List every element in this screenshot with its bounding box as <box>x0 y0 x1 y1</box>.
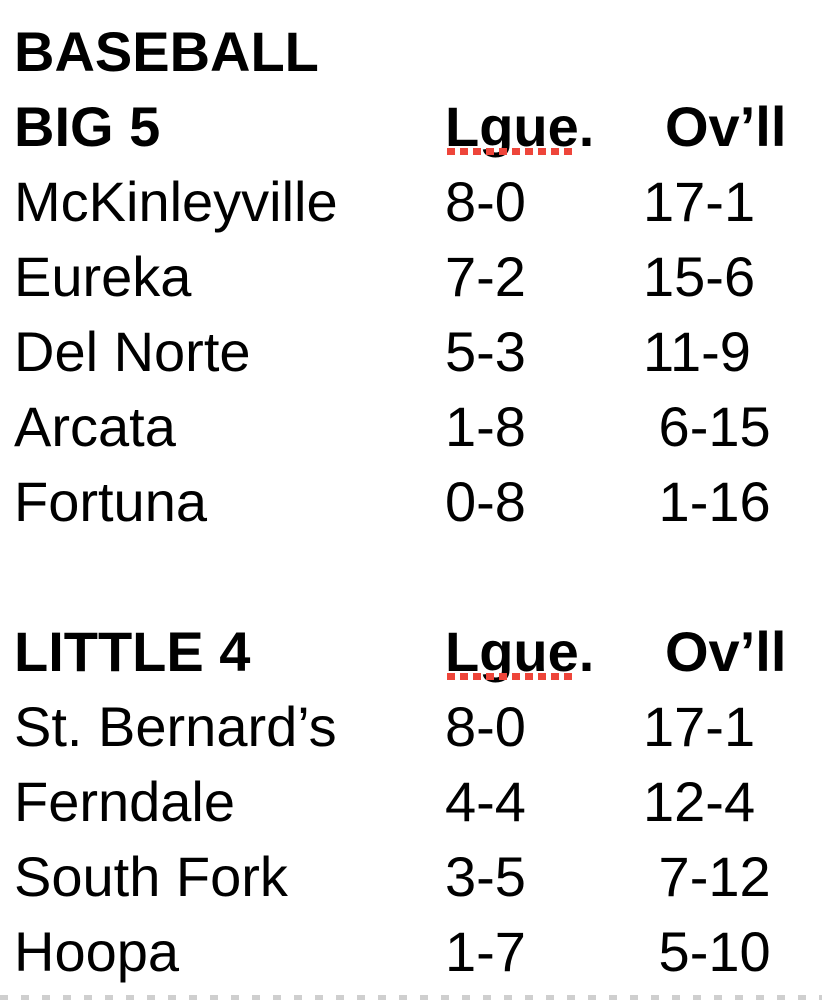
league-record: 3-5 <box>445 845 526 908</box>
overall-record: 15-6 <box>643 245 756 308</box>
page-title: BASEBALL <box>14 20 319 83</box>
league-record: 0-8 <box>445 470 526 533</box>
section-title-little4: LITTLE 4 <box>14 620 251 683</box>
overall-record: 17-1 <box>643 695 756 758</box>
team-name: Hoopa <box>14 920 180 983</box>
league-record: 8-0 <box>445 170 526 233</box>
standings-row: South Fork 3-5 7-12 <box>14 839 822 914</box>
overall-record: 6-15 <box>643 395 771 458</box>
clipped-next-line-dots <box>0 995 822 1000</box>
section-header-row-little4: LITTLE 4 Lgue. Ov’ll <box>14 614 822 689</box>
section-gap <box>14 539 822 614</box>
team-name: McKinleyville <box>14 170 338 233</box>
league-record: 1-7 <box>445 920 526 983</box>
league-record: 7-2 <box>445 245 526 308</box>
league-record: 5-3 <box>445 320 526 383</box>
league-record: 8-0 <box>445 695 526 758</box>
team-name: Ferndale <box>14 770 236 833</box>
standings-row: Eureka 7-2 15-6 <box>14 239 822 314</box>
section-header-row-big5: BIG 5 Lgue. Ov’ll <box>14 89 822 164</box>
team-name: Del Norte <box>14 320 251 383</box>
overall-record: 11-9 <box>643 320 751 383</box>
overall-record: 1-16 <box>643 470 771 533</box>
team-name: Arcata <box>14 395 176 458</box>
team-name: Fortuna <box>14 470 207 533</box>
standings-row: Ferndale 4-4 12-4 <box>14 764 822 839</box>
overall-record: 7-12 <box>643 845 771 908</box>
overall-record: 5-10 <box>643 920 771 983</box>
league-record: 4-4 <box>445 770 526 833</box>
team-name: Eureka <box>14 245 192 308</box>
standings-row: Del Norte 5-3 11-9 <box>14 314 822 389</box>
league-column-header: Lgue. <box>445 89 594 164</box>
standings-row: Arcata 1-8 6-15 <box>14 389 822 464</box>
overall-record: 17-1 <box>643 170 756 233</box>
standings-row: Fortuna 0-8 1-16 <box>14 464 822 539</box>
standings-row: Hoopa 1-7 5-10 <box>14 914 822 989</box>
page-title-row: BASEBALL <box>14 14 822 89</box>
team-name: South Fork <box>14 845 288 908</box>
overall-column-header: Ov’ll <box>665 95 787 158</box>
overall-record: 12-4 <box>643 770 756 833</box>
section-title-big5: BIG 5 <box>14 95 161 158</box>
team-name: St. Bernard’s <box>14 695 337 758</box>
standings-row: McKinleyville 8-0 17-1 <box>14 164 822 239</box>
league-record: 1-8 <box>445 395 526 458</box>
league-column-header: Lgue. <box>445 614 594 689</box>
overall-column-header: Ov’ll <box>665 620 787 683</box>
standings-row: St. Bernard’s 8-0 17-1 <box>14 689 822 764</box>
